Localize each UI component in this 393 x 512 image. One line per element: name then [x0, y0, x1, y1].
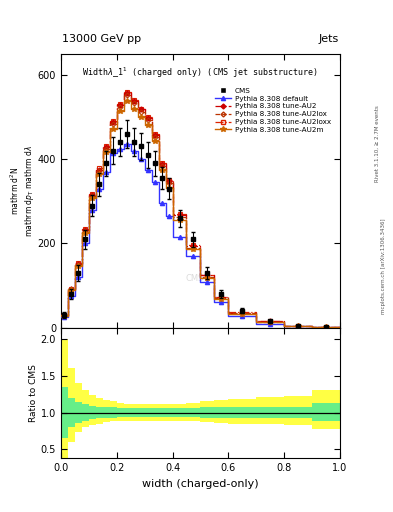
Text: 13000 GeV pp: 13000 GeV pp [62, 33, 141, 44]
X-axis label: width (charged-only): width (charged-only) [142, 479, 259, 488]
Text: mcplots.cern.ch [arXiv:1306.3436]: mcplots.cern.ch [arXiv:1306.3436] [381, 219, 386, 314]
Legend: CMS, Pythia 8.308 default, Pythia 8.308 tune-AU2, Pythia 8.308 tune-AU2lox, Pyth: CMS, Pythia 8.308 default, Pythia 8.308 … [212, 85, 334, 136]
Text: Rivet 3.1.10, ≥ 2.7M events: Rivet 3.1.10, ≥ 2.7M events [375, 105, 380, 182]
Text: Jets: Jets [318, 33, 339, 44]
Y-axis label: Ratio to CMS: Ratio to CMS [29, 364, 38, 422]
Y-axis label: mathrm d$^2$N
mathrm d$p_\mathrm{T}$ mathrm d$\lambda$: mathrm d$^2$N mathrm d$p_\mathrm{T}$ mat… [9, 145, 36, 237]
Text: Width$\lambda$_1$^1$ (charged only) (CMS jet substructure): Width$\lambda$_1$^1$ (charged only) (CMS… [83, 66, 318, 80]
Text: CMS: CMS [185, 274, 204, 283]
